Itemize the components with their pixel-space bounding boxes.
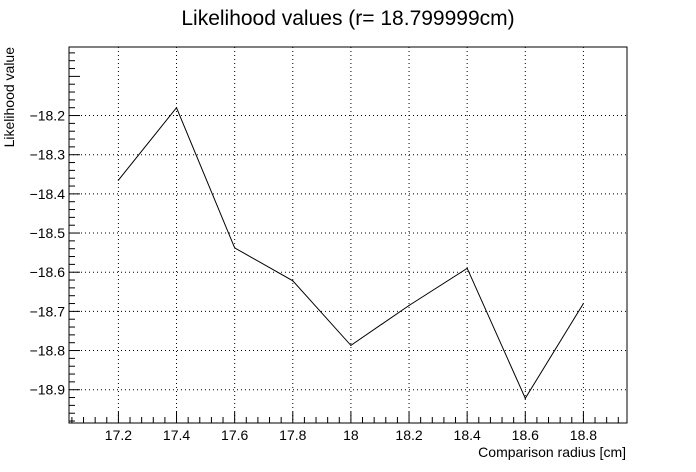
series-layer — [117, 106, 585, 400]
data-point — [408, 304, 410, 307]
axes — [68, 46, 628, 424]
x-axis-title: Comparison radius [cm] — [478, 444, 626, 460]
y-tick-label: −18.5 — [30, 225, 66, 241]
data-point — [175, 107, 178, 109]
y-axis-title: Likelihood value — [1, 47, 17, 148]
x-tick-label: 18.4 — [454, 427, 481, 443]
plot-frame — [68, 46, 628, 424]
data-point — [350, 344, 352, 347]
y-tick-label: −18.6 — [30, 264, 66, 280]
x-tick-label: 18.6 — [512, 427, 539, 443]
data-point — [582, 302, 585, 305]
x-tick-label: 17.2 — [105, 427, 132, 443]
x-tick-labels: 17.2 17.4 17.6 17.8 18 18.2 18.4 18.6 18.8 — [105, 427, 597, 443]
data-point — [234, 247, 236, 249]
data-point — [466, 267, 468, 269]
y-tick-label: −18.2 — [30, 108, 66, 124]
data-point — [524, 397, 526, 399]
y-tick-label: −18.3 — [30, 147, 66, 163]
data-point — [292, 280, 294, 282]
x-tick-label: 18 — [343, 427, 359, 443]
x-tick-label: 18.8 — [570, 427, 597, 443]
y-tick-label: −18.8 — [30, 343, 66, 359]
x-tick-label: 17.8 — [279, 427, 306, 443]
data-point — [117, 179, 120, 181]
grid-lines — [69, 47, 627, 423]
y-tick-label: −18.4 — [30, 186, 66, 202]
y-tick-label: −18.7 — [30, 303, 66, 319]
y-tick-label: −18.9 — [30, 382, 66, 398]
y-tick-labels: −18.2 −18.3 −18.4 −18.5 −18.6 −18.7 −18.8 −18.9 — [30, 108, 66, 398]
x-tick-label: 17.6 — [221, 427, 248, 443]
x-tick-label: 17.4 — [163, 427, 190, 443]
x-tick-label: 18.2 — [395, 427, 422, 443]
chart-title: Likelihood values (r= 18.799999cm) — [181, 7, 514, 30]
